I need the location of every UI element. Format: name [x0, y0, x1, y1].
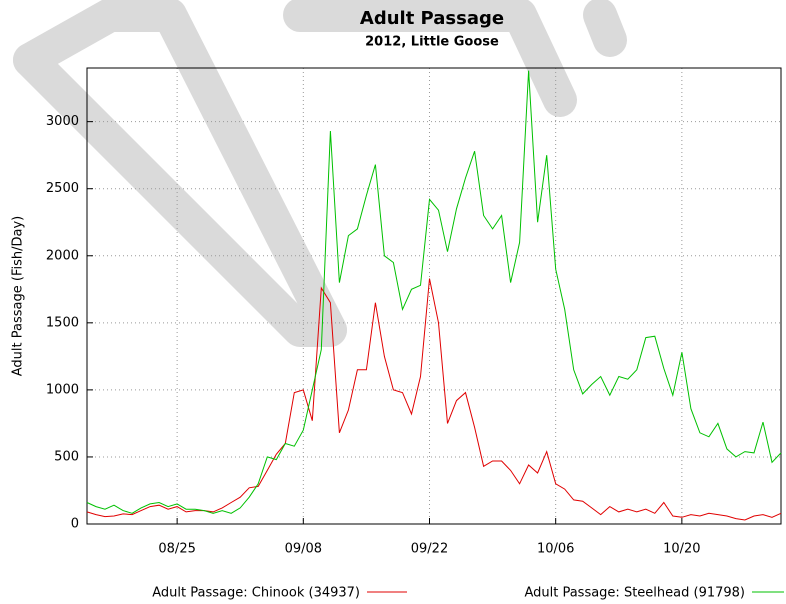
x-tick-label: 10/06: [537, 542, 574, 557]
data-line: [87, 71, 781, 514]
chart: Adult Passage 2012, Little Goose Adult P…: [0, 0, 786, 604]
y-tick-label: 500: [54, 449, 79, 464]
legend-label: Adult Passage: Chinook (34937): [152, 586, 360, 601]
plot-frame: [87, 68, 781, 524]
x-tick-label: 10/20: [663, 542, 700, 557]
y-tick-label: 0: [71, 517, 79, 532]
y-tick-label: 2500: [46, 181, 79, 196]
watermark-stroke: [600, 15, 610, 40]
y-tick-label: 1000: [46, 382, 79, 397]
y-axis-label: Adult Passage (Fish/Day): [11, 216, 26, 376]
chart-subtitle: 2012, Little Goose: [365, 35, 499, 50]
y-tick-label: 2000: [46, 248, 79, 263]
x-tick-label: 09/08: [285, 542, 322, 557]
watermark-stroke: [30, 15, 330, 330]
y-tick-label: 1500: [46, 315, 79, 330]
x-tick-label: 09/22: [411, 542, 448, 557]
data-line: [87, 279, 781, 520]
x-tick-label: 08/25: [158, 542, 195, 557]
chart-title: Adult Passage: [360, 8, 504, 29]
y-tick-label: 3000: [46, 114, 79, 129]
legend-label: Adult Passage: Steelhead (91798): [524, 586, 745, 601]
